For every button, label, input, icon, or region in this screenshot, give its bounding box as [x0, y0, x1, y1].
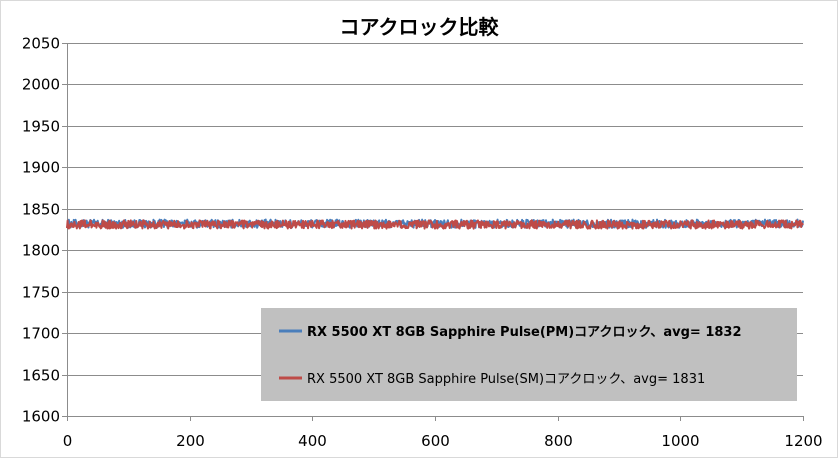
axis-layer: 2050200019501900185018001750170016501600… [22, 35, 823, 451]
chart-title: コアクロック比較 [340, 15, 500, 39]
y-tick-label: 1950 [22, 118, 60, 136]
x-tick-label: 1200 [784, 432, 822, 450]
legend: RX 5500 XT 8GB Sapphire Pulse(PM)コアクロック、… [261, 308, 797, 401]
y-tick-label: 1900 [22, 159, 60, 177]
y-tick-label: 2000 [22, 76, 60, 94]
y-tick-label: 1600 [22, 408, 60, 426]
y-tick-label: 1650 [22, 367, 60, 385]
series-layer [66, 218, 804, 230]
x-tick-label: 0 [63, 432, 73, 450]
legend-label-pm: RX 5500 XT 8GB Sapphire Pulse(PM)コアクロック、… [307, 325, 742, 340]
y-tick-label: 1800 [22, 242, 60, 260]
x-tick-label: 600 [421, 432, 450, 450]
y-tick-label: 1850 [22, 201, 60, 219]
y-tick-label: 1750 [22, 284, 60, 302]
y-tick-label: 1700 [22, 325, 60, 343]
series-line-sm [66, 219, 804, 230]
x-tick-label: 800 [544, 432, 573, 450]
x-tick-label: 200 [176, 432, 205, 450]
legend-background [261, 308, 797, 401]
x-tick-label: 1000 [661, 432, 699, 450]
x-tick-label: 400 [298, 432, 327, 450]
legend-label-sm: RX 5500 XT 8GB Sapphire Pulse(SM)コアクロック、… [307, 372, 705, 387]
y-tick-label: 2050 [22, 35, 60, 53]
